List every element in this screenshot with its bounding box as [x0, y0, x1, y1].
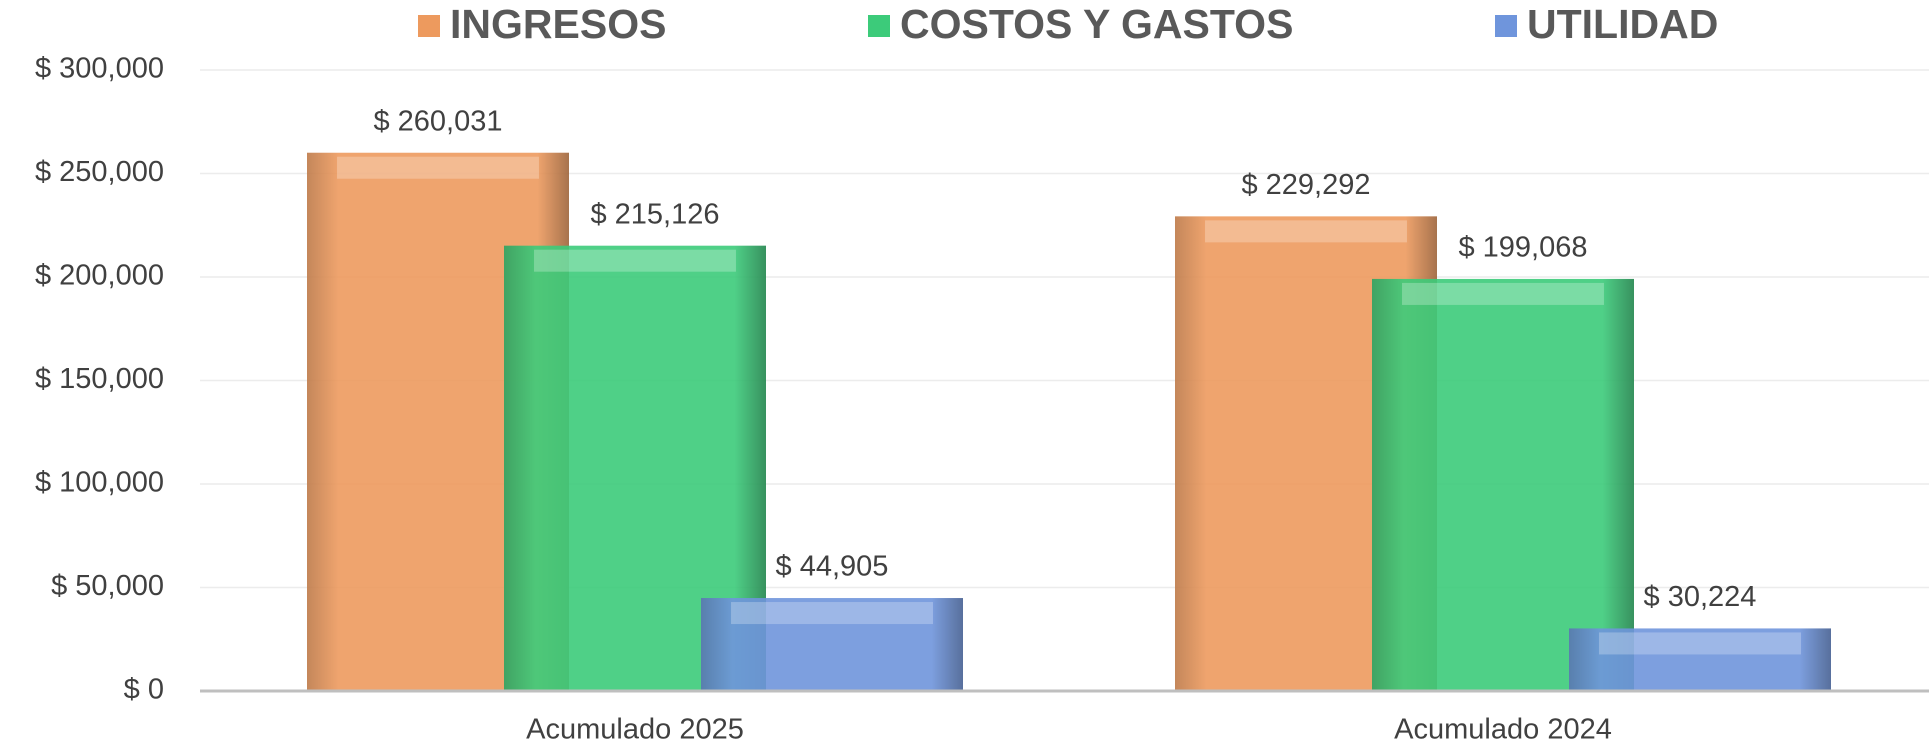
- data-label: $ 30,224: [1644, 581, 1757, 613]
- bar-bevel: [1205, 220, 1407, 243]
- legend-swatch: [1495, 15, 1517, 37]
- y-tick-label: $ 50,000: [51, 570, 164, 602]
- y-tick-label: $ 0: [124, 674, 164, 706]
- data-label: $ 199,068: [1458, 232, 1587, 264]
- x-tick-label: Acumulado 2024: [1394, 714, 1612, 745]
- x-tick-label: Acumulado 2025: [526, 714, 744, 745]
- legend-swatch: [868, 15, 890, 37]
- y-tick-label: $ 300,000: [35, 53, 164, 85]
- legend-label: UTILIDAD: [1527, 1, 1718, 47]
- bar-bevel: [1402, 282, 1604, 305]
- legend-swatch: [418, 15, 440, 37]
- bar-bevel: [731, 602, 933, 625]
- bar-bevel: [1599, 632, 1801, 655]
- bar-shade: [1569, 628, 1831, 691]
- bar-bevel: [534, 249, 736, 272]
- data-label: $ 229,292: [1241, 169, 1370, 201]
- data-label: $ 215,126: [590, 198, 719, 230]
- y-tick-label: $ 200,000: [35, 260, 164, 292]
- legend-label: INGRESOS: [450, 1, 666, 47]
- bar-shade: [1372, 278, 1634, 691]
- bar-shade: [701, 598, 963, 691]
- y-tick-label: $ 250,000: [35, 156, 164, 188]
- bar-bevel: [337, 156, 539, 179]
- data-label: $ 44,905: [776, 551, 889, 583]
- legend-label: COSTOS Y GASTOS: [900, 1, 1293, 47]
- y-tick-label: $ 100,000: [35, 467, 164, 499]
- y-tick-label: $ 150,000: [35, 363, 164, 395]
- data-label: $ 260,031: [373, 105, 502, 137]
